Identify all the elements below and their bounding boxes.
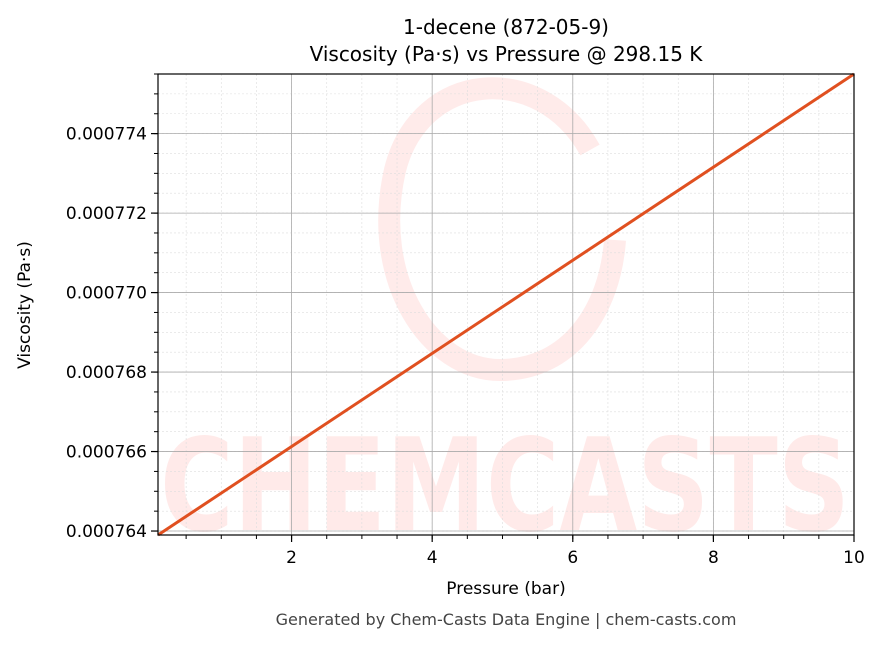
series — [157, 72, 855, 537]
y-tick-label: 0.000766 — [66, 443, 147, 463]
x-tick-label: 4 — [427, 548, 438, 568]
chart-title: 1-decene (872-05-9) — [403, 15, 609, 39]
ticks: 2 4 6 8 10 0.000764 0.000766 0.000768 0.000770 0.… — [66, 73, 865, 568]
y-tick-label: 0.000774 — [66, 125, 147, 145]
chart-subtitle: Viscosity (Pa·s) vs Pressure @ 298.15 K — [310, 42, 704, 66]
y-tick-label: 0.000772 — [66, 204, 147, 224]
y-axis-label: Viscosity (Pa·s) — [15, 241, 35, 369]
x-tick-label: 8 — [708, 548, 719, 568]
y-tick-label: 0.000770 — [66, 284, 147, 304]
x-tick-label: 2 — [286, 548, 297, 568]
y-tick-label: 0.000764 — [66, 522, 147, 542]
plot-frame — [157, 73, 855, 536]
footer-credit: Generated by Chem-Casts Data Engine | ch… — [276, 610, 737, 629]
y-tick-label: 0.000768 — [66, 363, 147, 383]
svg-text:CHEMCASTS: CHEMCASTS — [160, 412, 850, 561]
x-axis-label: Pressure (bar) — [446, 579, 565, 599]
x-tick-label: 6 — [567, 548, 578, 568]
watermark-logo: CHEMCASTS — [160, 77, 850, 561]
major-grid — [158, 74, 855, 535]
series-line — [157, 72, 855, 537]
x-tick-label: 10 — [843, 548, 865, 568]
